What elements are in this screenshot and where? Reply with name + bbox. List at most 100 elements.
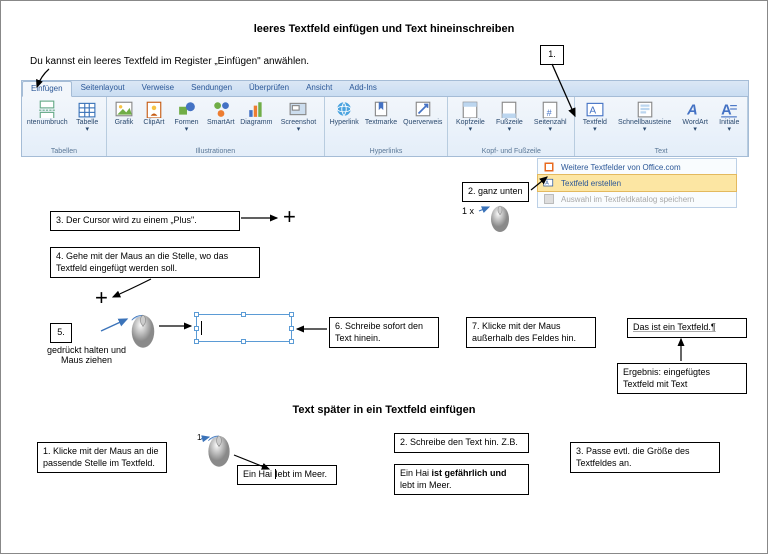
ribbon-tab-einfuegen[interactable]: Einfügen xyxy=(22,81,72,97)
ribbon-group: Kopfzeile ▾Fußzeile ▾#Seitenzahl ▾Kopf- … xyxy=(448,97,575,156)
picture-icon xyxy=(115,100,133,118)
crossref-icon xyxy=(414,100,432,118)
section-2-title: Text später in ein Textfeld einfügen xyxy=(1,404,767,416)
sample-2-box: Ein Hai ist gefährlich und lebt im Meer. xyxy=(394,464,529,495)
svg-text:A: A xyxy=(686,103,698,118)
ribbon-item-label: Schnellbausteine ▾ xyxy=(616,119,674,133)
mouse-icon-3 xyxy=(206,430,232,468)
ribbon-item-label: Diagramm xyxy=(240,119,272,126)
ribbon-group: Hyperlink Textmarke Querverweis Hyperlinks xyxy=(325,97,449,156)
ribbon-item-smartart[interactable]: SmartArt xyxy=(205,99,236,127)
ribbon-tab-verweise[interactable]: Verweise xyxy=(134,81,182,96)
ribbon-item-page-break[interactable]: ntenumbruch xyxy=(25,99,70,127)
ribbon-tab-ueberpruefen[interactable]: Überprüfen xyxy=(241,81,297,96)
step-3-box: 3. Der Cursor wird zu einem „Plus". xyxy=(50,211,240,231)
submenu-label: Auswahl im Textfeldkatalog speichern xyxy=(561,195,694,204)
ribbon-item-table[interactable]: Tabelle ▾ xyxy=(72,99,103,134)
ribbon-group-label: Tabellen xyxy=(25,148,103,155)
intro-text: Du kannst ein leeres Textfeld im Registe… xyxy=(30,56,309,67)
quickparts-icon xyxy=(636,100,654,118)
sample-1-text: Ein Hai lebt im Meer. xyxy=(243,469,327,479)
ribbon-item-label: Textfeld ▾ xyxy=(580,119,609,133)
ribbon-tab-addins[interactable]: Add-Ins xyxy=(341,81,385,96)
ribbon-item-shapes[interactable]: Formen ▾ xyxy=(170,99,203,134)
ribbon-group-label: Hyperlinks xyxy=(328,148,445,155)
step-2-box: 2. ganz unten xyxy=(462,182,529,202)
ribbon-group: ATextfeld ▾Schnellbausteine ▾AWordArt ▾A… xyxy=(575,97,748,156)
ribbon-item-hyperlink[interactable]: Hyperlink xyxy=(328,99,361,127)
ribbon-item-label: Textmarke xyxy=(365,119,397,126)
ribbon-item-clipart[interactable]: ClipArt xyxy=(140,99,168,127)
below-step-3-box: 3. Passe evtl. die Größe des Textfeldes … xyxy=(570,442,720,473)
step-4-box: 4. Gehe mit der Maus an die Stelle, wo d… xyxy=(50,247,260,278)
step-7-box: 7. Klicke mit der Maus außerhalb des Fel… xyxy=(466,317,596,348)
textbox-icon: A xyxy=(586,100,604,118)
table-icon xyxy=(78,100,96,118)
step-1-box: 1. xyxy=(540,45,564,65)
ribbon-item-screenshot[interactable]: Screenshot ▾ xyxy=(276,99,320,134)
ribbon-item-label: Initiale ▾ xyxy=(717,119,742,133)
ribbon-item-header[interactable]: Kopfzeile ▾ xyxy=(451,99,489,134)
ribbon-item-label: ntenumbruch xyxy=(27,119,68,126)
footer-icon xyxy=(500,100,518,118)
ribbon-item-footer[interactable]: Fußzeile ▾ xyxy=(491,99,527,134)
ribbon-group: ntenumbruch Tabelle ▾ Tabellen xyxy=(22,97,107,156)
shapes-icon xyxy=(178,100,196,118)
textfeld-submenu: Weitere Textfelder von Office.com A Text… xyxy=(537,158,737,208)
ribbon-item-quickparts[interactable]: Schnellbausteine ▾ xyxy=(614,99,676,134)
submenu-save-selection: Auswahl im Textfeldkatalog speichern xyxy=(538,191,736,207)
textbox-draw-icon: A xyxy=(543,177,555,189)
ribbon-item-label: WordArt ▾ xyxy=(680,119,711,133)
ribbon-item-bookmark[interactable]: Textmarke xyxy=(363,99,399,127)
ribbon-item-label: SmartArt xyxy=(207,119,235,126)
textfield-sample xyxy=(196,314,292,342)
ribbon-item-wordart[interactable]: AWordArt ▾ xyxy=(678,99,713,134)
plus-cursor-icon: + xyxy=(283,206,296,228)
result-sample-text: Das ist ein Textfeld.¶ xyxy=(633,322,716,332)
ribbon-group: Grafik ClipArt Formen ▾ SmartArt Diagramm Scr… xyxy=(107,97,325,156)
step-6-box: 6. Schreibe sofort den Text hinein. xyxy=(329,317,439,348)
ribbon-item-textbox[interactable]: A Textfeld ▾ xyxy=(578,99,611,134)
ribbon-item-crossref[interactable]: Querverweis xyxy=(401,99,444,127)
submenu-weitere-textfelder[interactable]: Weitere Textfelder von Office.com xyxy=(538,159,736,175)
screenshot-icon xyxy=(289,100,307,118)
ribbon-group-label: Kopf- und Fußzeile xyxy=(451,148,571,155)
save-catalog-icon xyxy=(543,193,555,205)
ribbon-tab-sendungen[interactable]: Sendungen xyxy=(183,81,240,96)
result-sample-box: Das ist ein Textfeld.¶ xyxy=(627,318,747,338)
svg-text:A: A xyxy=(589,106,596,117)
smartart-icon xyxy=(212,100,230,118)
sample-2-text: Ein Hai ist gefährlich und lebt im Meer. xyxy=(400,468,507,490)
ribbon-item-dropcap[interactable]: AInitiale ▾ xyxy=(715,99,744,134)
ribbon-tab-seitenlayout[interactable]: Seitenlayout xyxy=(73,81,133,96)
svg-text:A: A xyxy=(545,181,549,187)
ribbon-tabs: Einfügen Seitenlayout Verweise Sendungen… xyxy=(21,80,749,96)
ribbon-item-picture[interactable]: Grafik xyxy=(110,99,138,127)
office-icon xyxy=(543,161,555,173)
svg-text:A: A xyxy=(721,103,732,118)
mouse-icon-2 xyxy=(129,309,157,349)
clipart-icon xyxy=(145,100,163,118)
ribbon-item-pagenum[interactable]: #Seitenzahl ▾ xyxy=(529,99,571,134)
main-title: leeres Textfeld einfügen und Text hinein… xyxy=(1,23,767,35)
ribbon-item-label: Formen ▾ xyxy=(172,119,201,133)
hyperlink-icon xyxy=(335,100,353,118)
click-count-label: 1 x xyxy=(462,206,474,216)
submenu-label: Weitere Textfelder von Office.com xyxy=(561,163,681,172)
dropcap-icon: A xyxy=(720,100,738,118)
plus-cursor-icon-2: + xyxy=(95,287,108,309)
ribbon-item-chart[interactable]: Diagramm xyxy=(238,99,274,127)
ribbon-item-label: Querverweis xyxy=(403,119,442,126)
bookmark-icon xyxy=(372,100,390,118)
ribbon-item-label: Tabelle ▾ xyxy=(74,119,101,133)
svg-text:#: # xyxy=(547,108,552,118)
submenu-textfeld-erstellen[interactable]: A Textfeld erstellen xyxy=(537,174,737,192)
ribbon-tab-ansicht[interactable]: Ansicht xyxy=(298,81,340,96)
result-caption-box: Ergebnis: eingefügtes Textfeld mit Text xyxy=(617,363,747,394)
page-break-icon xyxy=(38,100,56,118)
word-ribbon: Einfügen Seitenlayout Verweise Sendungen… xyxy=(21,80,749,157)
wordart-icon: A xyxy=(686,100,704,118)
chart-icon xyxy=(247,100,265,118)
ribbon-item-label: Seitenzahl ▾ xyxy=(531,119,569,133)
ribbon-item-label: ClipArt xyxy=(143,119,164,126)
